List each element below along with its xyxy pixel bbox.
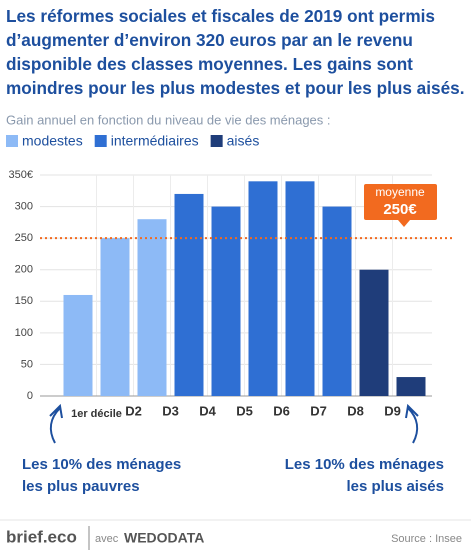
bar [100, 238, 130, 396]
y-tick-label: 0 [27, 390, 33, 402]
source: Source : Insee [391, 533, 462, 545]
bar [137, 219, 167, 396]
bar [285, 181, 315, 396]
y-tick-label: 100 [15, 327, 33, 339]
bar [396, 377, 426, 396]
y-tick-label: 350€ [9, 169, 33, 181]
annotation: Les 10% des ménages les plus pauvres [22, 456, 181, 495]
annotation-line: Les 10% des ménages [22, 456, 181, 473]
annotation-line: les plus aisés [346, 478, 444, 495]
y-tick-label: 300 [15, 200, 33, 212]
average-box [364, 184, 437, 220]
arrow [405, 403, 419, 444]
annotation: Les 10% des ménages les plus aisés [285, 456, 444, 495]
x-tick-label: D3 [162, 403, 179, 418]
x-tick-label: D7 [310, 403, 327, 418]
x-tick-label: D4 [199, 403, 216, 418]
average-label: moyenne [375, 185, 425, 199]
average-value-label: 250€ [383, 201, 417, 218]
bar [211, 206, 241, 396]
bar [63, 294, 93, 396]
bar [322, 206, 352, 396]
y-tick-label: 250 [15, 232, 33, 244]
y-tick-label: 150 [15, 295, 33, 307]
x-tick-label: D6 [273, 403, 290, 418]
x-tick-label: D8 [347, 403, 364, 418]
legend-label: intermédiaires [111, 133, 199, 149]
bar [359, 269, 389, 396]
bar [248, 181, 278, 396]
arrow [49, 403, 63, 444]
with: avec [95, 533, 119, 545]
legend-swatch [210, 135, 223, 147]
y-tick-label: 50 [21, 358, 33, 370]
annotation-line: Les 10% des ménages [285, 456, 444, 473]
x-tick-label: D9 [384, 403, 401, 418]
legend-swatch [94, 135, 107, 147]
legend-label: aisés [227, 133, 260, 149]
legend-label: modestes [22, 133, 83, 149]
legend-swatch [6, 135, 18, 147]
average-pointer [398, 220, 410, 227]
subtitle: Gain annuel en fonction du niveau de vie… [6, 112, 331, 127]
annotation-line: les plus pauvres [22, 478, 140, 495]
x-tick-label: D2 [125, 403, 142, 418]
y-tick-label: 200 [15, 264, 33, 276]
brand: brief.eco [6, 527, 77, 546]
chart-title: Les réformes sociales et fiscales de 201… [6, 6, 465, 98]
partner: WEDODATA [124, 530, 204, 546]
x-tick-label: D5 [236, 403, 253, 418]
bar [174, 193, 204, 396]
x-tick-label: 1er décile [71, 408, 122, 420]
